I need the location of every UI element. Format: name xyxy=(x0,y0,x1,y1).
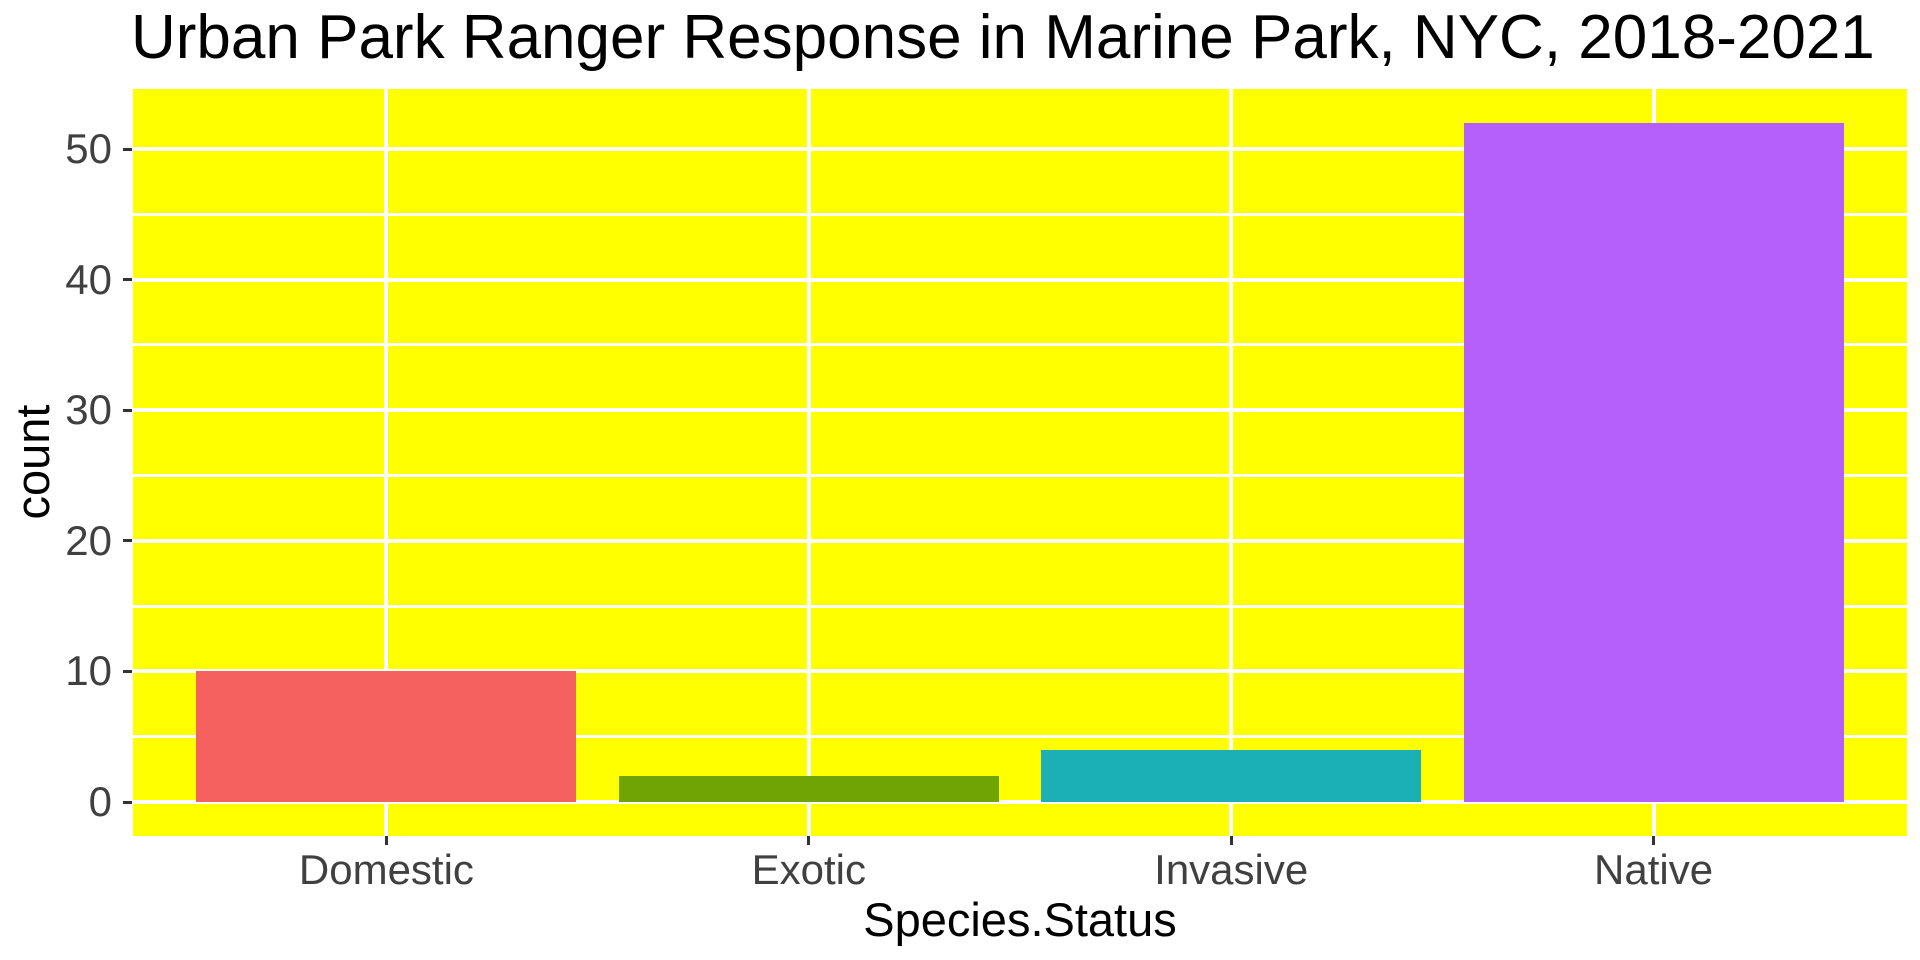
y-tick-label-50: 50 xyxy=(65,125,112,173)
y-tick-mark-10 xyxy=(123,669,132,673)
gridline-y-10 xyxy=(133,669,1907,674)
gridline-x-invasive xyxy=(1229,89,1234,836)
bar-native xyxy=(1463,122,1844,803)
gridline-y-minor-45 xyxy=(133,212,1907,216)
x-axis-title: Species.Status xyxy=(863,893,1177,946)
y-tick-label-20: 20 xyxy=(65,516,112,564)
x-tick-mark-domestic xyxy=(384,836,388,845)
plot-panel xyxy=(133,89,1907,836)
gridline-x-exotic xyxy=(806,89,811,836)
x-tick-label-exotic: Exotic xyxy=(751,846,866,893)
gridline-y-20 xyxy=(133,538,1907,543)
gridline-y-50 xyxy=(133,147,1907,152)
y-tick-label-40: 40 xyxy=(65,255,112,303)
gridline-x-domestic xyxy=(384,89,389,836)
y-tick-mark-50 xyxy=(123,147,132,151)
y-tick-label-30: 30 xyxy=(65,386,112,434)
gridline-y-minor-15 xyxy=(133,604,1907,608)
bar-exotic xyxy=(618,775,999,803)
x-tick-label-native: Native xyxy=(1594,846,1714,893)
y-tick-label-10: 10 xyxy=(65,647,112,695)
gridline-y-minor-25 xyxy=(133,474,1907,478)
y-tick-mark-0 xyxy=(123,800,132,804)
gridline-y-minor-5 xyxy=(133,735,1907,739)
y-tick-label-0: 0 xyxy=(88,778,112,826)
gridline-y-30 xyxy=(133,408,1907,413)
x-tick-label-domestic: Domestic xyxy=(298,846,474,893)
x-tick-mark-invasive xyxy=(1229,836,1233,845)
y-tick-mark-20 xyxy=(123,539,132,543)
bar-domestic xyxy=(196,671,577,803)
bar-invasive xyxy=(1041,749,1422,803)
chart-title: Urban Park Ranger Response in Marine Par… xyxy=(131,3,1875,72)
y-tick-mark-40 xyxy=(123,278,132,282)
x-tick-mark-exotic xyxy=(807,836,811,845)
y-tick-mark-30 xyxy=(123,408,132,412)
gridline-y-minor-35 xyxy=(133,343,1907,347)
x-tick-label-invasive: Invasive xyxy=(1154,846,1309,893)
x-tick-mark-native xyxy=(1652,836,1656,845)
gridline-y-40 xyxy=(133,277,1907,282)
gridline-y-0 xyxy=(133,800,1907,805)
